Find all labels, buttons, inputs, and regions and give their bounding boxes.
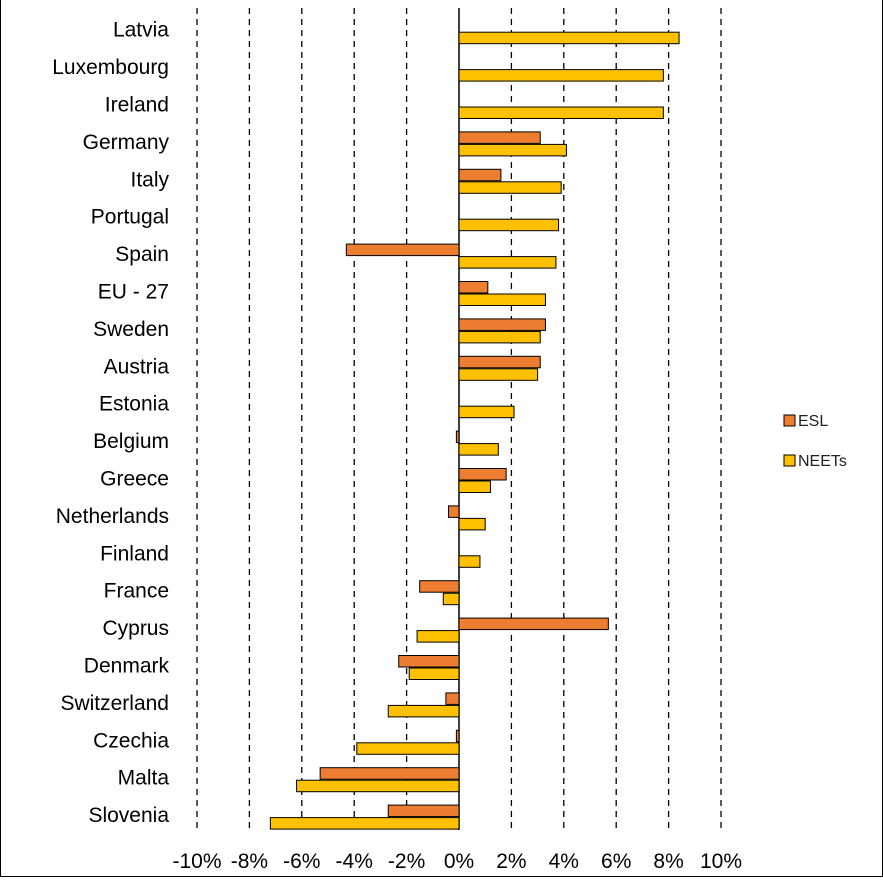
bar-neets-latvia (458, 31, 680, 45)
x-tick-label: 0% (444, 850, 474, 873)
bar-neets-france (442, 592, 460, 606)
bar-esl-czechia (455, 729, 460, 743)
bar-neets-cyprus (416, 630, 460, 643)
x-tick-label: -2% (388, 850, 425, 873)
x-tick-label: 10% (700, 850, 742, 873)
bar-neets-eu-27 (458, 293, 546, 306)
category-label: Estonia (99, 393, 169, 416)
x-tick-label: -4% (336, 850, 373, 873)
category-label: Netherlands (56, 505, 169, 528)
bar-esl-sweden (458, 318, 546, 331)
category-label: Slovenia (88, 804, 169, 827)
bar-neets-luxembourg (458, 69, 664, 82)
x-tick-labels: -10% -8% -6% -4% -2% 0% 2% 4% 6% 8% 10% (172, 850, 742, 873)
legend-label-neets: NEETs (798, 453, 847, 470)
bar-esl-malta (319, 767, 460, 780)
bar-neets-switzerland (387, 704, 460, 718)
bar-neets-ireland (458, 106, 664, 119)
legend: ESL NEETs (783, 413, 847, 470)
category-label: Greece (100, 468, 169, 491)
x-tick-label: -8% (231, 850, 268, 873)
bar-esl-spain (345, 243, 460, 257)
bar-neets-malta (296, 779, 460, 793)
legend-label-esl: ESL (798, 413, 828, 430)
legend-swatch-esl (783, 414, 796, 427)
category-label: Malta (118, 767, 170, 790)
category-label: Finland (100, 542, 169, 565)
bar-esl-slovenia (387, 804, 460, 818)
bar-esl-netherlands (448, 505, 460, 518)
bar-neets-estonia (458, 405, 515, 419)
category-label: Czechia (93, 729, 169, 752)
category-label: Austria (104, 355, 170, 378)
bar-neets-portugal (458, 218, 560, 232)
bar-esl-austria (458, 355, 541, 369)
bar-esl-switzerland (445, 692, 460, 705)
bar-esl-italy (458, 168, 502, 182)
bar-neets-belgium (458, 443, 499, 456)
bar-neets-austria (458, 368, 539, 381)
bar-esl-eu-27 (458, 281, 489, 294)
category-label: Switzerland (60, 692, 169, 715)
category-label: Belgium (93, 430, 169, 453)
category-label: Portugal (91, 206, 169, 229)
category-label: Denmark (84, 655, 170, 678)
category-label: Sweden (93, 318, 169, 341)
category-label: Spain (115, 243, 169, 266)
x-tick-label: 4% (549, 850, 579, 873)
bars (269, 31, 680, 830)
bar-esl-denmark (398, 655, 460, 668)
bar-neets-germany (458, 143, 567, 157)
bar-neets-slovenia (269, 817, 460, 830)
x-tick-label: -10% (172, 850, 221, 873)
bar-neets-finland (458, 555, 481, 568)
bar-neets-spain (458, 256, 557, 269)
category-label: Latvia (113, 19, 169, 42)
x-tick-label: 8% (653, 850, 683, 873)
legend-swatch-neets (783, 454, 796, 467)
category-label: Cyprus (102, 617, 169, 640)
bar-neets-greece (458, 480, 491, 493)
bar-neets-denmark (408, 667, 460, 680)
category-labels: Latvia Luxembourg Ireland Germany Italy Portu… (52, 19, 169, 827)
x-tick-label: -6% (283, 850, 320, 873)
category-label: Ireland (105, 94, 169, 117)
category-label: EU - 27 (98, 281, 169, 304)
bar-neets-czechia (356, 742, 460, 755)
category-label: Luxembourg (52, 56, 169, 79)
bar-neets-sweden (458, 330, 541, 344)
bar-esl-greece (458, 468, 507, 481)
bar-esl-cyprus (458, 617, 609, 631)
x-tick-label: 6% (601, 850, 631, 873)
bar-esl-belgium (455, 430, 460, 444)
bar-neets-netherlands (458, 517, 486, 531)
bar-neets-italy (458, 181, 562, 194)
category-label: Germany (83, 131, 170, 154)
bar-esl-france (419, 580, 460, 593)
bar-esl-germany (458, 131, 541, 144)
category-label: France (104, 580, 169, 603)
category-label: Italy (130, 168, 169, 191)
x-tick-label: 2% (496, 850, 526, 873)
